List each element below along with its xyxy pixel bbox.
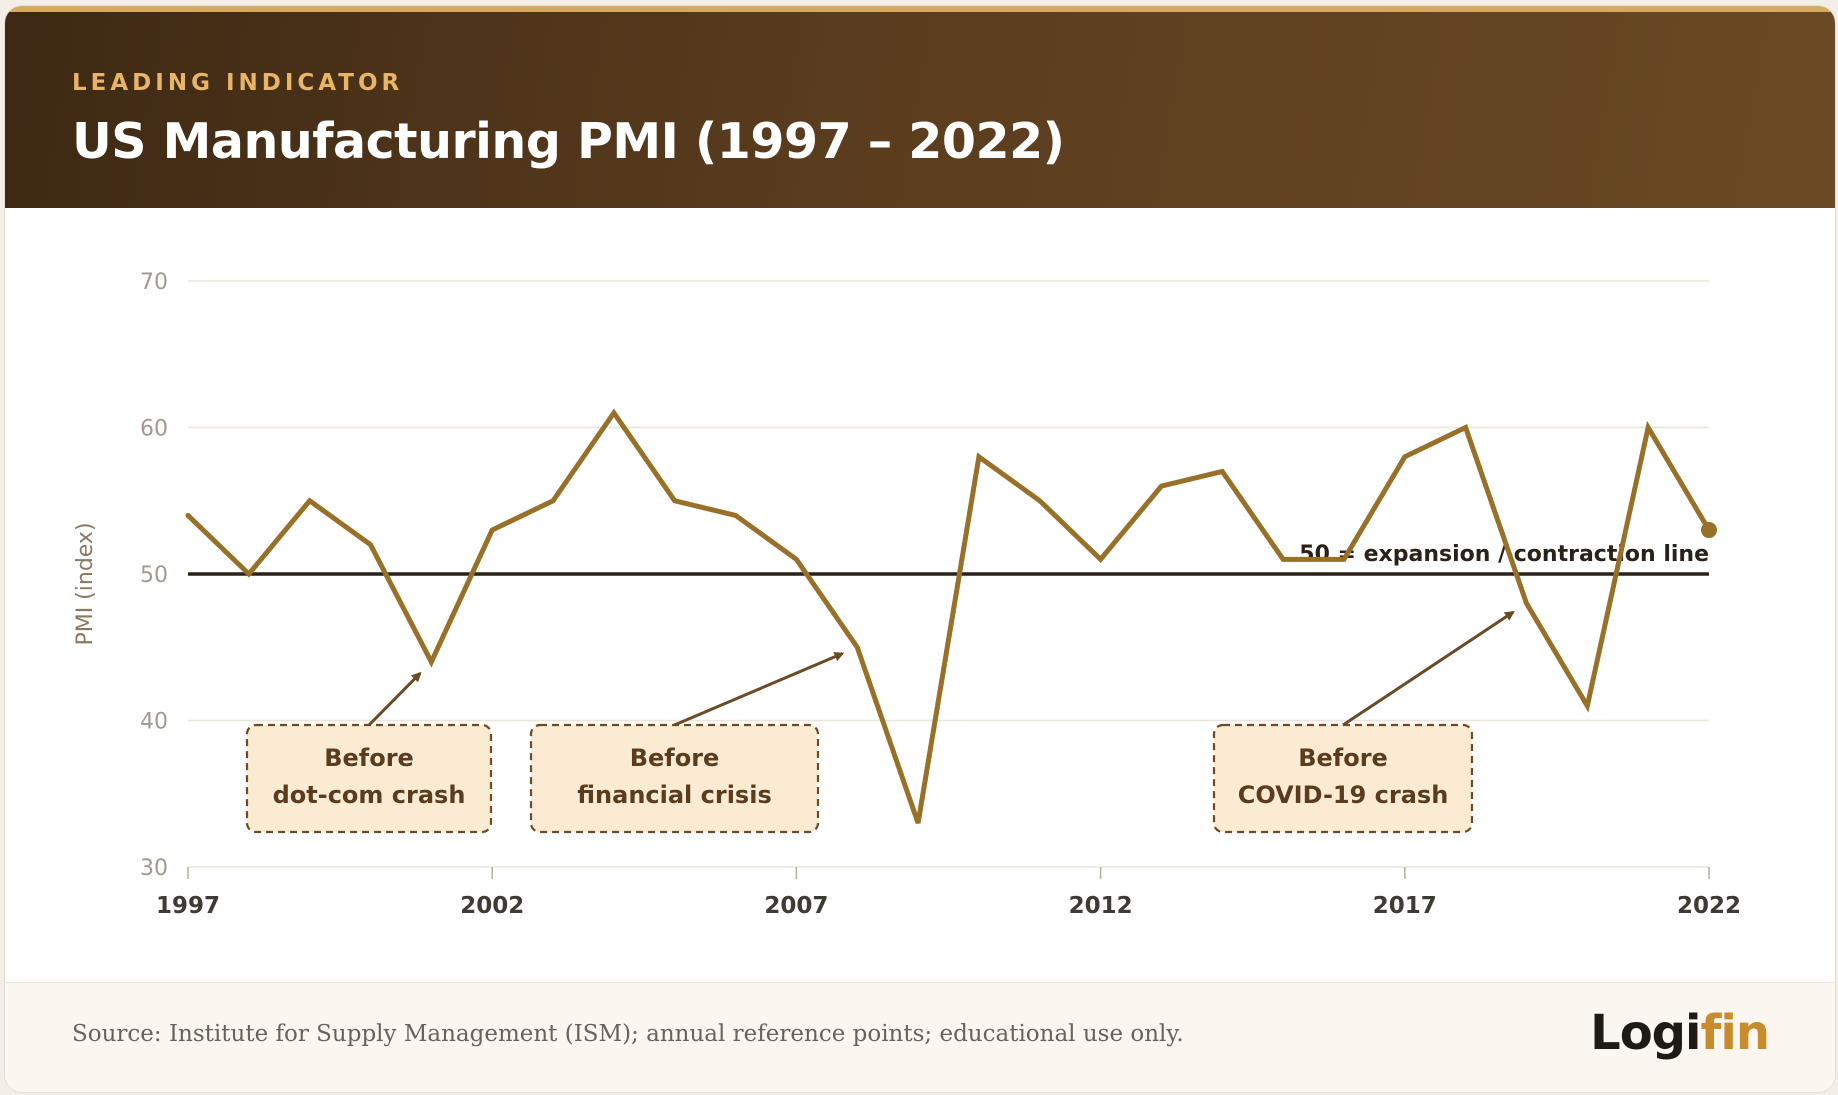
brand-logo: Logifin bbox=[1590, 1005, 1770, 1061]
y-tick-label: 40 bbox=[140, 710, 168, 735]
annotation-text: Before bbox=[324, 744, 414, 772]
annotation-callout bbox=[1212, 723, 1474, 834]
annotation-callout bbox=[245, 723, 493, 834]
y-tick-label: 50 bbox=[140, 563, 168, 588]
x-tick-label: 2012 bbox=[1069, 893, 1133, 919]
annotation-text: COVID-19 crash bbox=[1238, 781, 1449, 809]
x-tick-label: 2007 bbox=[764, 893, 828, 919]
annotation-text: financial crisis bbox=[577, 781, 771, 809]
x-tick-label: 1997 bbox=[156, 893, 220, 919]
x-tick-label: 2017 bbox=[1373, 893, 1437, 919]
annotation-text: dot-com crash bbox=[273, 781, 466, 809]
kicker-label: LEADING INDICATOR bbox=[72, 70, 404, 96]
logo-main: Logi bbox=[1590, 1005, 1701, 1061]
annotation-arrow bbox=[367, 671, 422, 727]
chart-title: US Manufacturing PMI (1997 – 2022) bbox=[72, 113, 1065, 170]
annotation-callout bbox=[529, 723, 820, 834]
y-axis-label: PMI (index) bbox=[73, 522, 98, 645]
annotation-text: Before bbox=[1298, 744, 1388, 772]
logo-accent: fin bbox=[1700, 1005, 1770, 1061]
series-end-marker bbox=[1701, 522, 1717, 539]
pmi-series-line bbox=[185, 408, 1712, 824]
footer: Source: Institute for Supply Management … bbox=[5, 982, 1835, 1092]
x-tick-label: 2002 bbox=[460, 893, 524, 919]
y-tick-label: 60 bbox=[140, 417, 168, 442]
y-tick-label: 30 bbox=[140, 856, 168, 881]
header: LEADING INDICATOR US Manufacturing PMI (… bbox=[5, 6, 1835, 208]
source-note: Source: Institute for Supply Management … bbox=[72, 1021, 1184, 1047]
x-tick-label: 2022 bbox=[1677, 893, 1741, 919]
y-tick-label: 70 bbox=[140, 270, 168, 295]
annotation-arrow bbox=[1342, 610, 1515, 727]
chart-card: LEADING INDICATOR US Manufacturing PMI (… bbox=[4, 5, 1836, 1093]
annotation-text: Before bbox=[630, 744, 720, 772]
annotation-arrow bbox=[673, 652, 845, 727]
